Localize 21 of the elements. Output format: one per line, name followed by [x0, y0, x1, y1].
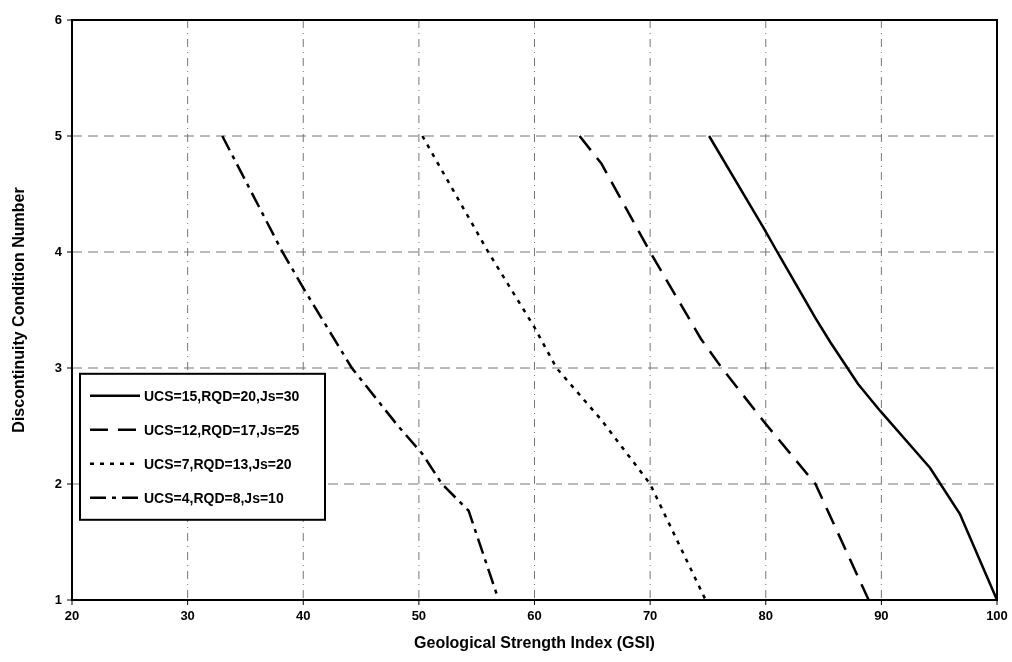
x-tick-label: 60 — [527, 608, 542, 623]
legend-label: UCS=7,RQD=13,Js=20 — [144, 455, 292, 472]
y-tick-label: 6 — [54, 12, 62, 27]
x-tick-label: 80 — [758, 608, 773, 623]
y-tick-label: 3 — [54, 360, 62, 375]
y-axis-title: Discontinuity Condition Number — [10, 187, 27, 433]
x-tick-label: 30 — [180, 608, 195, 623]
x-tick-label: 40 — [296, 608, 311, 623]
x-tick-label: 70 — [642, 608, 658, 623]
x-tick-label: 100 — [986, 608, 1008, 623]
x-tick-label: 50 — [411, 608, 427, 623]
legend-label: UCS=15,RQD=20,Js=30 — [144, 387, 300, 404]
x-tick-label: 90 — [874, 608, 889, 623]
y-tick-label: 2 — [54, 476, 62, 491]
y-tick-label: 1 — [54, 592, 62, 607]
x-tick-label: 20 — [64, 608, 80, 623]
y-tick-label: 5 — [54, 128, 62, 143]
x-axis-title: Geological Strength Index (GSI) — [414, 634, 655, 651]
legend-label: UCS=4,RQD=8,Js=10 — [144, 489, 284, 506]
y-tick-label: 4 — [54, 244, 63, 259]
legend-label: UCS=12,RQD=17,Js=25 — [144, 421, 300, 438]
